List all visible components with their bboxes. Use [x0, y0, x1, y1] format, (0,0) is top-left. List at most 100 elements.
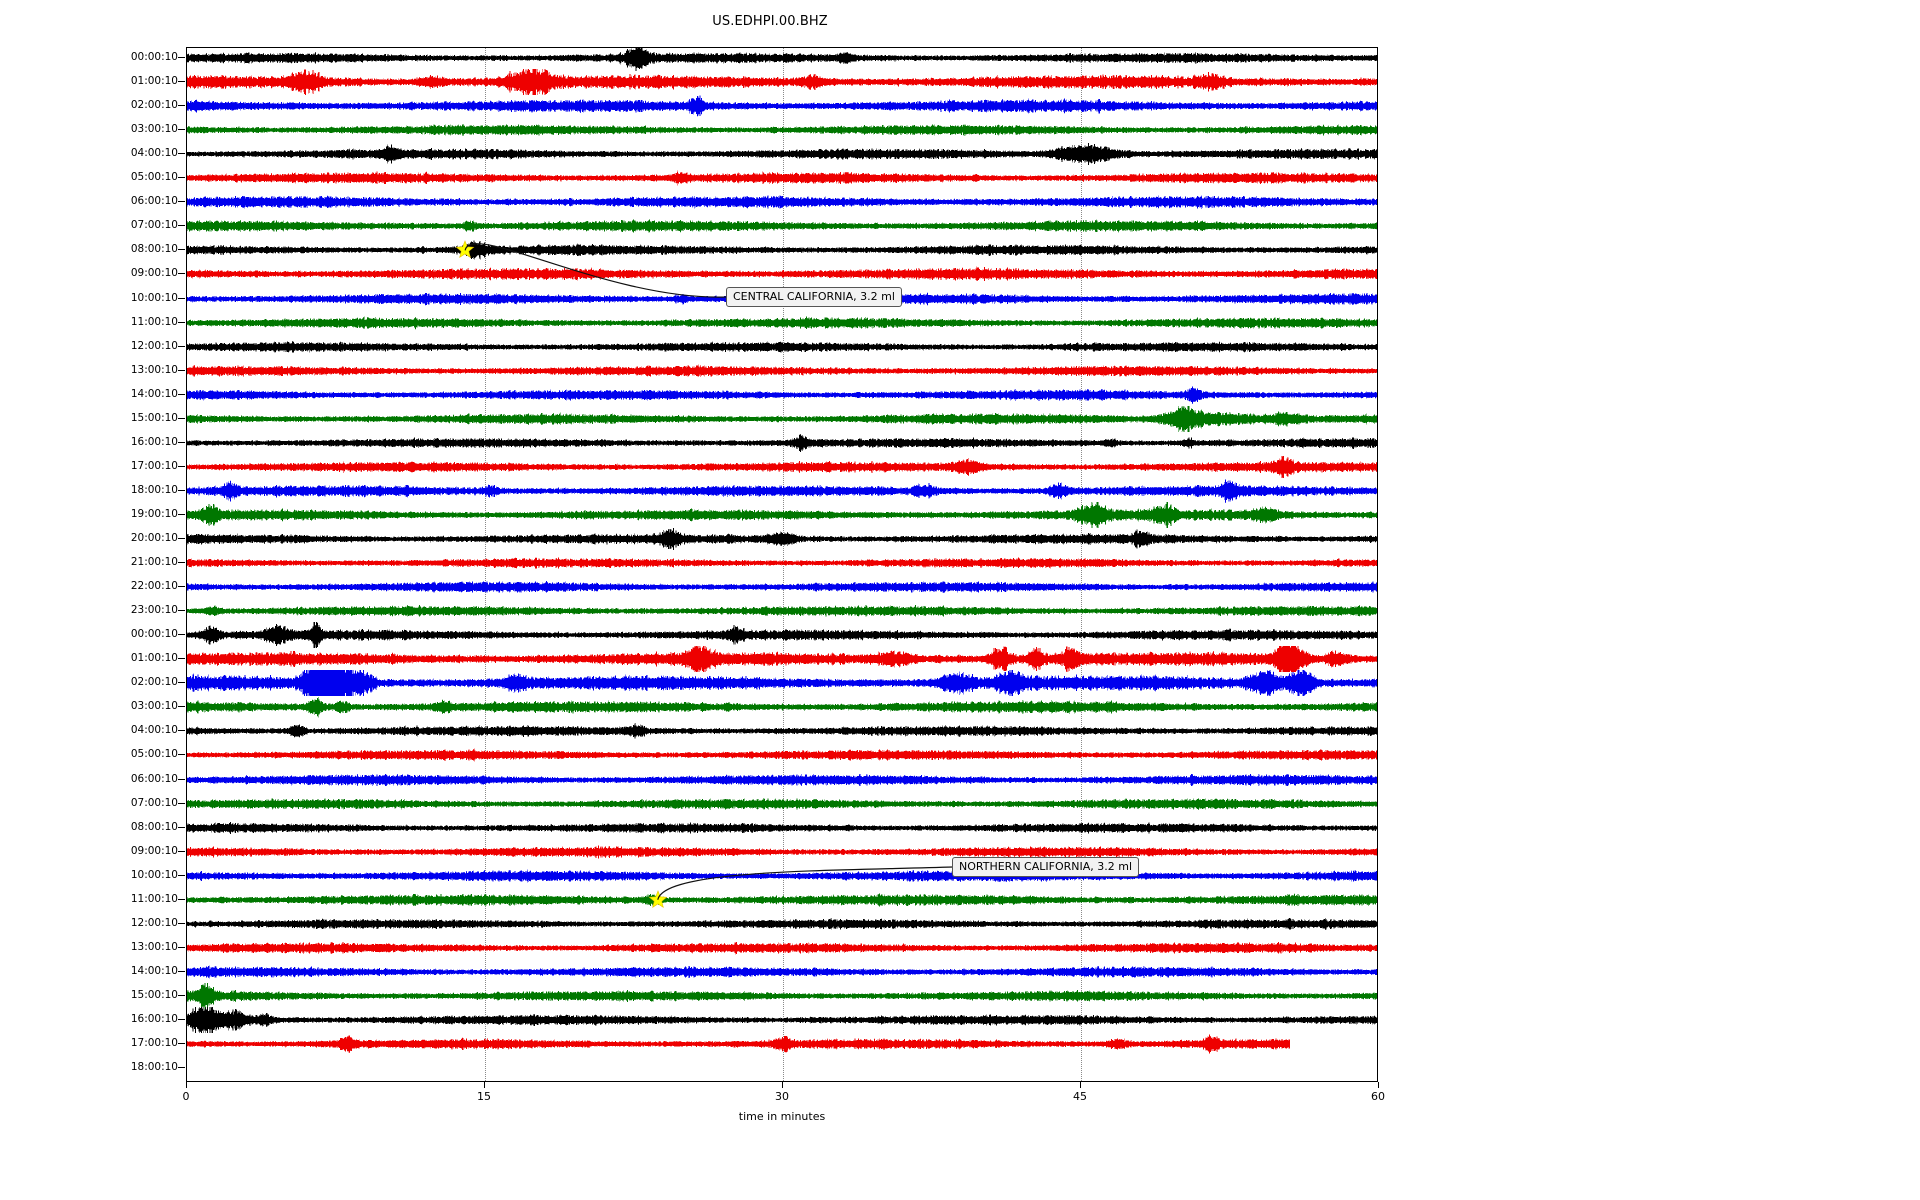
y-axis-tick-mark — [178, 465, 185, 467]
y-axis-tick-mark — [178, 994, 185, 996]
y-axis-tick-label: 14:00:10 — [130, 964, 178, 977]
x-axis-title: time in minutes — [738, 1110, 826, 1123]
y-axis-tick-label: 05:00:10 — [130, 748, 178, 761]
y-axis-tick-mark — [178, 826, 185, 828]
y-axis-tick-mark — [178, 393, 185, 395]
y-axis-tick-label: 02:00:10 — [130, 676, 178, 689]
y-axis-tick-label: 12:00:10 — [130, 916, 178, 929]
y-axis-tick-mark — [178, 850, 185, 852]
y-axis-tick-label: 12:00:10 — [130, 339, 178, 352]
waveform-trace — [187, 767, 1377, 793]
waveform-trace — [187, 334, 1377, 360]
waveform-trace — [187, 48, 1377, 71]
y-axis-tick-mark — [178, 538, 185, 539]
waveform-trace — [187, 213, 1377, 239]
waveform-trace — [187, 887, 1377, 913]
event-annotation-northern-california[interactable]: NORTHERN CALIFORNIA, 3.2 ml — [952, 857, 1139, 877]
y-axis-tick-mark — [178, 730, 185, 732]
y-axis-tick-mark — [178, 489, 185, 491]
y-axis-tick-mark — [178, 345, 185, 347]
y-axis-tick-label: 08:00:10 — [130, 243, 178, 256]
waveform-trace — [187, 646, 1377, 673]
y-axis-tick-label: 11:00:10 — [130, 315, 178, 328]
y-axis-tick-label: 05:00:10 — [130, 171, 178, 183]
waveform-trace — [187, 622, 1377, 649]
y-axis-tick-label: 03:00:10 — [130, 122, 178, 135]
x-axis-tick-mark — [484, 1082, 485, 1088]
y-axis-tick-mark — [178, 634, 185, 636]
y-axis-tick-label: 13:00:10 — [130, 940, 178, 953]
y-axis-tick-label: 03:00:10 — [130, 700, 178, 713]
y-axis-tick-label: 07:00:10 — [130, 219, 178, 232]
y-axis-tick-label: 15:00:10 — [130, 411, 178, 424]
y-axis-tick-mark — [178, 273, 185, 275]
y-axis-tick-mark — [178, 201, 185, 203]
y-axis-tick-mark — [178, 153, 185, 155]
y-axis-tick-label: 06:00:10 — [130, 195, 178, 208]
waveform-trace — [187, 959, 1377, 985]
waveform-trace — [187, 742, 1377, 768]
waveform-trace — [187, 718, 1377, 744]
y-axis-tick-mark — [178, 1043, 185, 1045]
waveform-trace — [187, 165, 1377, 191]
y-axis-tick-mark — [178, 297, 185, 299]
y-axis-tick-mark — [178, 874, 185, 876]
event-annotation-central-california[interactable]: CENTRAL CALIFORNIA, 3.2 ml — [726, 287, 902, 307]
x-axis-tick-mark — [1080, 1082, 1081, 1088]
y-axis-tick-label: 10:00:10 — [130, 868, 178, 881]
waveform-trace — [187, 69, 1377, 96]
y-axis-tick-mark — [178, 946, 185, 948]
y-axis-tick-mark — [178, 778, 185, 780]
y-axis-tick-label: 22:00:10 — [130, 579, 178, 592]
y-axis-tick-label: 17:00:10 — [130, 1036, 178, 1049]
y-axis-tick-mark — [178, 586, 185, 588]
x-axis-tick-label: 45 — [1073, 1090, 1087, 1103]
y-axis-tick-label: 18:00:10 — [130, 483, 178, 496]
y-axis-tick-label: 00:00:10 — [130, 50, 178, 63]
waveform-trace — [187, 550, 1377, 576]
waveform-trace — [187, 670, 1377, 697]
y-axis-tick-label: 10:00:10 — [130, 291, 178, 304]
y-axis-tick-label: 23:00:10 — [130, 603, 178, 616]
waveform-trace — [187, 454, 1377, 480]
waveform-trace — [187, 261, 1377, 287]
y-axis-tick-mark — [178, 754, 185, 756]
page-title: US.EDHPI.00.BHZ — [712, 14, 828, 29]
y-axis-tick-mark — [178, 417, 185, 419]
y-axis-tick-label: 02:00:10 — [130, 98, 178, 111]
y-axis-tick-label: 06:00:10 — [130, 772, 178, 785]
y-axis-tick-label: 14:00:10 — [130, 387, 178, 400]
waveform-trace — [187, 310, 1377, 336]
y-axis-tick-label: 00:00:10 — [130, 627, 178, 640]
y-axis-tick-mark — [178, 225, 185, 227]
waveform-trace — [187, 598, 1377, 624]
x-axis-tick-mark — [186, 1082, 187, 1088]
y-axis-tick-mark — [178, 658, 185, 660]
y-axis-tick-label: 09:00:10 — [130, 267, 178, 280]
y-axis-tick-label: 13:00:10 — [130, 363, 178, 376]
waveform-trace — [187, 501, 1377, 528]
waveform-trace — [187, 791, 1377, 817]
y-axis-tick-label: 08:00:10 — [130, 820, 178, 833]
waveform-trace — [187, 405, 1377, 432]
waveform-trace — [187, 982, 1377, 1009]
x-axis-tick-mark — [1378, 1082, 1379, 1088]
waveform-trace — [187, 237, 1377, 263]
y-axis-tick-mark — [178, 105, 185, 107]
y-axis-tick-label: 20:00:10 — [130, 531, 178, 544]
x-axis-tick-label: 0 — [182, 1090, 190, 1103]
y-axis-tick-mark — [178, 369, 185, 371]
y-axis-tick-label: 04:00:10 — [130, 146, 178, 159]
waveform-plot-area[interactable] — [186, 47, 1378, 1082]
waveform-trace — [187, 117, 1377, 143]
y-axis-tick-label: 16:00:10 — [130, 1012, 178, 1025]
waveform-trace — [187, 358, 1377, 384]
waveform-trace — [187, 1007, 1377, 1033]
x-axis-tick-label: 30 — [775, 1090, 789, 1103]
waveform-trace — [187, 526, 1377, 552]
y-axis-tick-mark — [178, 321, 185, 323]
y-axis-tick-label: 15:00:10 — [130, 988, 178, 1001]
y-axis-tick-mark — [178, 57, 185, 58]
x-axis-tick-label: 15 — [477, 1090, 491, 1103]
waveform-trace — [187, 93, 1377, 119]
